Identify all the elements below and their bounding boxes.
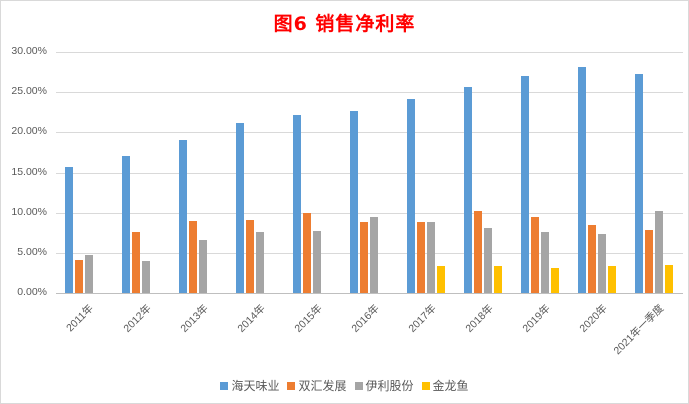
- bar: [588, 224, 596, 293]
- bar: [474, 211, 482, 293]
- gridline: [56, 92, 683, 94]
- x-tick-label: 2015年: [291, 302, 325, 335]
- gridline: [56, 52, 683, 53]
- bar: [551, 268, 559, 293]
- bar: [65, 166, 73, 293]
- bar: [132, 231, 140, 293]
- bar: [179, 139, 187, 293]
- x-tick-label: 2020年: [576, 302, 610, 335]
- x-tick-label: 2016年: [348, 302, 382, 335]
- bar: [122, 156, 130, 293]
- bar: [142, 260, 150, 293]
- legend-item: 双汇发展: [287, 377, 347, 394]
- bar: [236, 122, 244, 293]
- bar: [531, 217, 539, 293]
- gridline: [56, 252, 683, 254]
- bar: [313, 231, 321, 293]
- bar: [189, 220, 197, 293]
- gridline: [56, 172, 683, 174]
- bar: [521, 76, 529, 293]
- legend-label: 伊利股份: [365, 379, 414, 393]
- bar: [407, 98, 415, 293]
- x-tick-label: 2011年: [64, 302, 97, 335]
- bar: [293, 114, 301, 293]
- legend-label: 海天味业: [231, 379, 280, 393]
- gridline: [56, 212, 683, 214]
- legend-swatch-icon: [220, 381, 229, 390]
- x-tick-label: 2017年: [405, 302, 439, 335]
- y-tick-label: 25.00%: [11, 85, 47, 98]
- bar: [199, 239, 207, 293]
- y-tick-label: 0.00%: [17, 286, 47, 298]
- bar: [303, 213, 311, 293]
- bar: [635, 74, 643, 293]
- bar: [464, 87, 472, 293]
- gridline: [56, 132, 683, 134]
- x-tick-label: 2021年一季度: [611, 302, 667, 358]
- x-axis-line: [56, 293, 683, 294]
- bar: [85, 255, 93, 293]
- legend-swatch-icon: [287, 381, 296, 390]
- legend-label: 双汇发展: [298, 379, 347, 393]
- chart-title: 图6 销售净利率: [273, 13, 416, 35]
- bar: [437, 265, 445, 293]
- bar: [608, 266, 616, 293]
- x-tick-label: 2012年: [120, 302, 154, 335]
- y-tick-label: 20.00%: [11, 125, 47, 138]
- bar: [370, 217, 378, 293]
- bar: [350, 110, 358, 293]
- y-tick-label: 30.00%: [11, 45, 47, 57]
- legend-swatch-icon: [421, 381, 430, 390]
- legend-item: 海天味业: [220, 377, 279, 394]
- bar: [417, 221, 425, 293]
- bar: [541, 231, 549, 293]
- legend: 海天味业 双汇发展 伊利股份 金龙鱼: [1, 377, 688, 394]
- x-tick-label: 2014年: [234, 302, 268, 335]
- bar: [494, 266, 502, 293]
- bar: [75, 260, 83, 293]
- legend-swatch-icon: [354, 381, 363, 390]
- legend-item: 金龙鱼: [421, 377, 469, 394]
- bar: [655, 211, 663, 293]
- bar: [246, 219, 254, 293]
- bar: [484, 227, 492, 293]
- x-tick-label: 2018年: [462, 302, 496, 335]
- y-tick-label: 5.00%: [17, 245, 47, 258]
- legend-item: 伊利股份: [354, 377, 414, 394]
- x-tick-label: 2013年: [177, 302, 211, 335]
- y-tick-label: 15.00%: [11, 165, 47, 178]
- x-tick-label: 2019年: [519, 302, 553, 335]
- bar: [578, 67, 586, 293]
- bar: [645, 229, 653, 293]
- bar: [360, 222, 368, 293]
- bar: [427, 221, 435, 293]
- legend-label: 金龙鱼: [432, 379, 469, 393]
- bar: [598, 234, 606, 293]
- bar: [665, 264, 673, 293]
- y-tick-label: 10.00%: [11, 205, 47, 218]
- bar: [256, 231, 264, 293]
